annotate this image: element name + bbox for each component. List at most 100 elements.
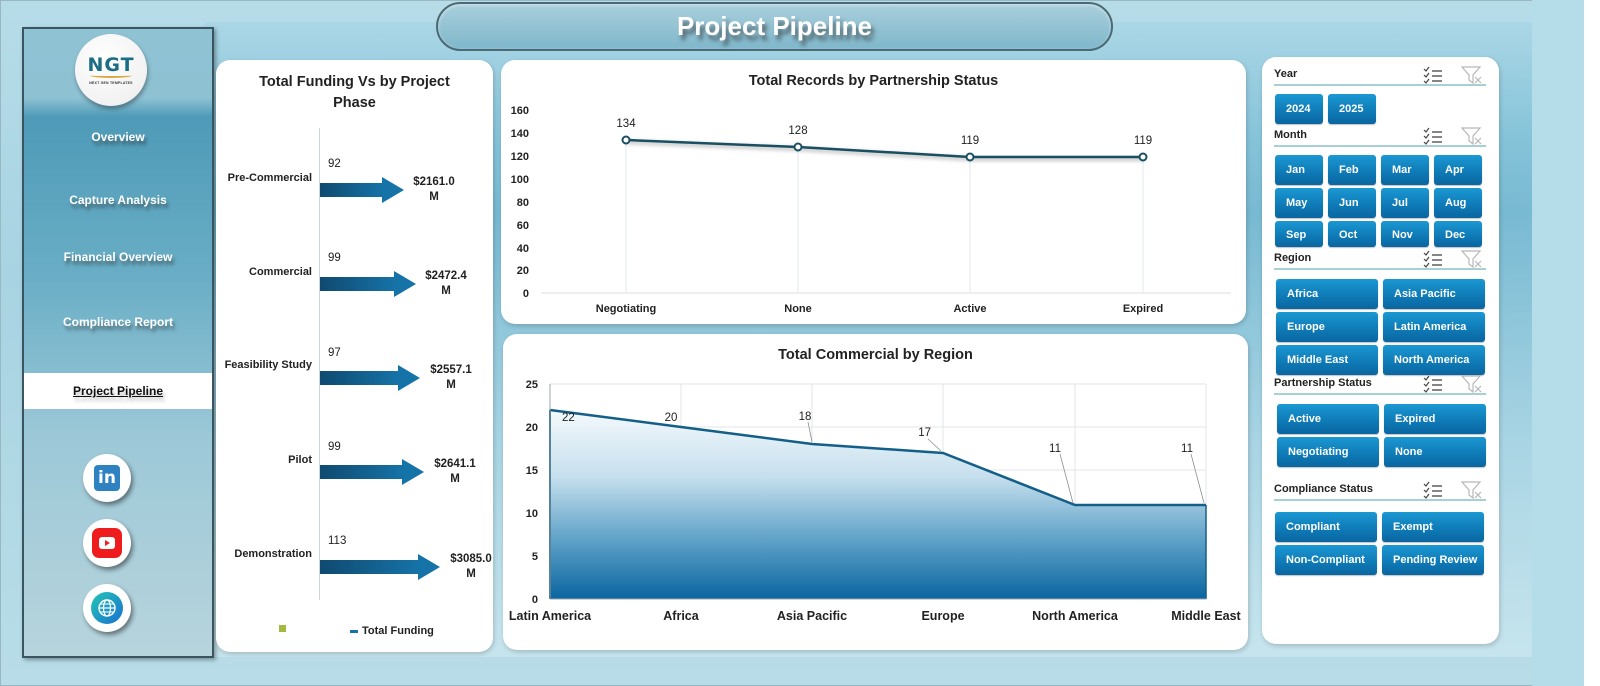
svg-text:Africa: Africa — [663, 609, 699, 623]
sidebar: NGT NEXT GEN TEMPLATES Overview Capture … — [22, 27, 214, 658]
svg-text:22: 22 — [562, 412, 575, 424]
sidebar-item-compliance-report[interactable]: Compliance Report — [62, 315, 173, 329]
chart-title: Total Funding Vs by Project Phase — [216, 72, 493, 114]
count-label: 113 — [328, 535, 347, 547]
sidebar-item-project-pipeline[interactable]: Project Pipeline — [24, 373, 212, 409]
multi-select-icon[interactable] — [1423, 66, 1443, 84]
clear-filter-icon[interactable] — [1461, 66, 1483, 84]
svg-text:20: 20 — [517, 265, 529, 277]
svg-text:20: 20 — [526, 422, 538, 434]
svg-text:Europe: Europe — [921, 609, 964, 623]
svg-text:100: 100 — [511, 174, 529, 186]
slicer-partnership-active[interactable]: Active — [1277, 404, 1379, 434]
logo-wave-icon — [90, 73, 132, 78]
funding-label: $3085.0 M — [450, 553, 492, 580]
title-banner: Project Pipeline — [436, 2, 1113, 51]
funding-label: $2472.4 M — [425, 270, 467, 297]
svg-text:None: None — [784, 303, 812, 315]
count-label: 99 — [328, 252, 341, 264]
slicer-month-nov[interactable]: Nov — [1381, 221, 1429, 247]
legend-square-icon — [279, 625, 286, 632]
svg-text:119: 119 — [961, 135, 979, 147]
slicer-month-jun[interactable]: Jun — [1328, 188, 1376, 218]
count-label: 99 — [328, 441, 341, 453]
multi-select-icon[interactable] — [1423, 481, 1443, 499]
slicer-partnership-expired[interactable]: Expired — [1384, 404, 1486, 434]
svg-text:0: 0 — [523, 288, 529, 300]
chart-title: Total Commercial by Region — [778, 347, 973, 363]
slicer-header-region: Region — [1274, 250, 1486, 270]
youtube-button[interactable] — [83, 519, 131, 567]
svg-text:North America: North America — [1032, 609, 1119, 623]
count-label: 92 — [328, 158, 341, 170]
slicer-year-2025[interactable]: 2025 — [1328, 94, 1376, 124]
slicer-month-feb[interactable]: Feb — [1328, 155, 1376, 185]
funding-label: $2161.0 M — [413, 176, 455, 203]
legend-line-icon — [350, 629, 358, 633]
slicer-month-jan[interactable]: Jan — [1275, 155, 1323, 185]
chart-title-line2: Phase — [333, 95, 376, 111]
youtube-icon — [92, 528, 122, 558]
svg-text:20: 20 — [665, 412, 678, 424]
slicer-partnership-none[interactable]: None — [1384, 437, 1486, 467]
slicer-label: Region — [1274, 252, 1312, 264]
svg-text:15: 15 — [526, 465, 538, 477]
slicer-month-apr[interactable]: Apr — [1434, 155, 1482, 185]
slicer-month-oct[interactable]: Oct — [1328, 221, 1376, 247]
sidebar-item-financial-overview[interactable]: Financial Overview — [63, 250, 173, 264]
funding-label: $2641.1 M — [434, 458, 476, 485]
slicer-year-2024[interactable]: 2024 — [1275, 94, 1323, 124]
chart-axis — [319, 128, 320, 600]
legend-item-series1 — [279, 625, 286, 632]
slicer-compliance-exempt[interactable]: Exempt — [1382, 512, 1484, 542]
records-by-partnership-chart: Total Records by Partnership Status 0 20… — [501, 60, 1246, 324]
phase-label: Pre-Commercial — [227, 172, 312, 184]
svg-text:5: 5 — [532, 551, 538, 563]
slicer-region-north-america[interactable]: North America — [1383, 345, 1485, 375]
svg-text:60: 60 — [517, 220, 529, 232]
svg-text:Negotiating: Negotiating — [596, 303, 657, 315]
svg-text:140: 140 — [511, 128, 529, 140]
funding-by-phase-chart: Total Funding Vs by Project Phase Pre-Co… — [216, 60, 493, 652]
slicer-month-may[interactable]: May — [1275, 188, 1323, 218]
phase-label: Demonstration — [234, 548, 312, 560]
line-chart-plot: 0 20 40 60 80 100 120 140 160 134 128 11… — [511, 105, 1231, 315]
slicer-partnership-negotiating[interactable]: Negotiating — [1277, 437, 1379, 467]
svg-text:10: 10 — [526, 508, 538, 520]
clear-filter-icon[interactable] — [1461, 375, 1483, 393]
slicer-label: Partnership Status — [1274, 377, 1372, 389]
svg-text:134: 134 — [616, 118, 636, 130]
logo[interactable]: NGT NEXT GEN TEMPLATES — [75, 34, 147, 106]
slicer-header-partnership-status: Partnership Status — [1274, 375, 1486, 395]
clear-filter-icon[interactable] — [1461, 481, 1483, 499]
linkedin-button[interactable]: in — [83, 454, 131, 502]
slicer-month-jul[interactable]: Jul — [1381, 188, 1429, 218]
count-label: 97 — [328, 347, 341, 359]
multi-select-icon[interactable] — [1423, 250, 1443, 268]
clear-filter-icon[interactable] — [1461, 250, 1483, 268]
svg-text:11: 11 — [1181, 443, 1193, 455]
slicer-region-asia-pacific[interactable]: Asia Pacific — [1383, 279, 1485, 309]
slicer-region-middle-east[interactable]: Middle East — [1276, 345, 1378, 375]
slicer-month-sep[interactable]: Sep — [1275, 221, 1323, 247]
multi-select-icon[interactable] — [1423, 375, 1443, 393]
sidebar-item-capture-analysis[interactable]: Capture Analysis — [69, 193, 167, 207]
slicer-region-latin-america[interactable]: Latin America — [1383, 312, 1485, 342]
slicer-region-europe[interactable]: Europe — [1276, 312, 1378, 342]
phase-label: Feasibility Study — [224, 359, 312, 371]
sidebar-item-overview[interactable]: Overview — [91, 130, 145, 144]
slicer-label: Compliance Status — [1274, 483, 1374, 495]
website-button[interactable] — [83, 584, 131, 632]
right-edge — [1584, 0, 1600, 686]
slicer-header-month: Month — [1274, 127, 1486, 147]
slicer-month-dec[interactable]: Dec — [1434, 221, 1482, 247]
slicer-compliance-compliant[interactable]: Compliant — [1275, 512, 1377, 542]
svg-text:Asia Pacific: Asia Pacific — [777, 609, 847, 623]
clear-filter-icon[interactable] — [1461, 127, 1483, 145]
slicer-compliance-pending-review[interactable]: Pending Review — [1382, 545, 1484, 575]
slicer-month-aug[interactable]: Aug — [1434, 188, 1482, 218]
multi-select-icon[interactable] — [1423, 127, 1443, 145]
slicer-region-africa[interactable]: Africa — [1276, 279, 1378, 309]
slicer-month-mar[interactable]: Mar — [1381, 155, 1429, 185]
slicer-compliance-non-compliant[interactable]: Non-Compliant — [1275, 545, 1377, 575]
